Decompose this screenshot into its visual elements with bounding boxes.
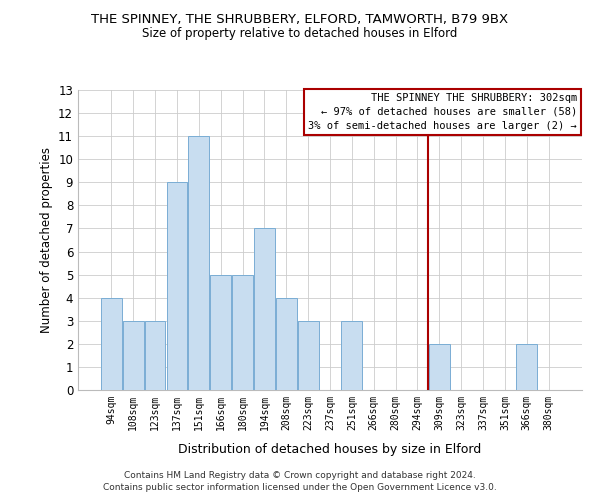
- Y-axis label: Number of detached properties: Number of detached properties: [40, 147, 53, 333]
- Bar: [210, 274, 231, 390]
- Bar: [276, 298, 296, 390]
- Bar: [145, 321, 166, 390]
- Bar: [123, 321, 143, 390]
- Bar: [254, 228, 275, 390]
- Text: Contains HM Land Registry data © Crown copyright and database right 2024.: Contains HM Land Registry data © Crown c…: [124, 471, 476, 480]
- Bar: [232, 274, 253, 390]
- Bar: [517, 344, 537, 390]
- Text: THE SPINNEY, THE SHRUBBERY, ELFORD, TAMWORTH, B79 9BX: THE SPINNEY, THE SHRUBBERY, ELFORD, TAMW…: [91, 12, 509, 26]
- Bar: [429, 344, 450, 390]
- Text: Distribution of detached houses by size in Elford: Distribution of detached houses by size …: [178, 442, 482, 456]
- Text: Contains public sector information licensed under the Open Government Licence v3: Contains public sector information licen…: [103, 484, 497, 492]
- Bar: [101, 298, 122, 390]
- Bar: [167, 182, 187, 390]
- Text: Size of property relative to detached houses in Elford: Size of property relative to detached ho…: [142, 28, 458, 40]
- Bar: [188, 136, 209, 390]
- Bar: [341, 321, 362, 390]
- Bar: [298, 321, 319, 390]
- Text: THE SPINNEY THE SHRUBBERY: 302sqm
← 97% of detached houses are smaller (58)
3% o: THE SPINNEY THE SHRUBBERY: 302sqm ← 97% …: [308, 93, 577, 131]
